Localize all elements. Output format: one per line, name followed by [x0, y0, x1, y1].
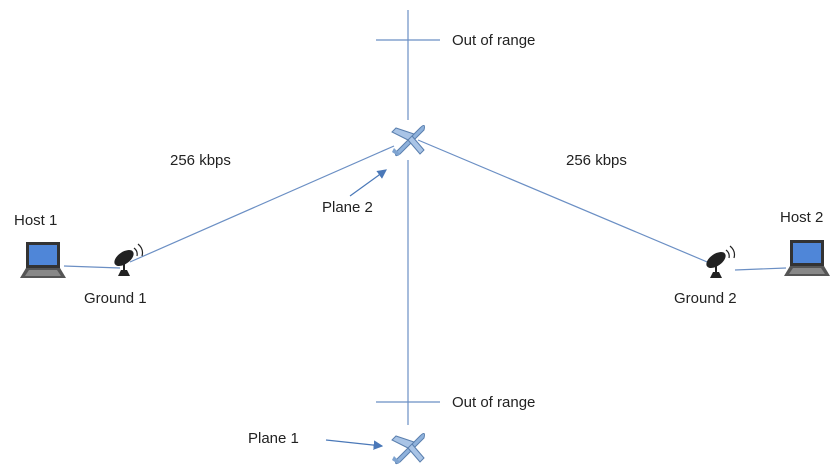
link — [734, 267, 787, 271]
pointer-arrow — [349, 169, 387, 197]
node-label: Host 1 — [14, 212, 57, 229]
pointer-arrow — [325, 439, 384, 450]
link — [63, 265, 121, 269]
dish-icon — [702, 245, 736, 279]
node-label: Host 2 — [780, 209, 823, 226]
node-label: Ground 2 — [674, 290, 737, 307]
dish-icon — [110, 243, 144, 277]
range-label: Out of range — [452, 32, 535, 49]
range-label: Out of range — [452, 394, 535, 411]
edge-label: 256 kbps — [566, 152, 627, 169]
edge-label: 256 kbps — [170, 152, 231, 169]
node-label: Ground 1 — [84, 290, 147, 307]
plane-icon — [391, 432, 425, 465]
laptop-icon — [20, 242, 66, 278]
node-label: Plane 2 — [322, 199, 373, 216]
node-label: Plane 1 — [248, 430, 299, 447]
laptop-icon — [784, 240, 830, 276]
link — [129, 145, 395, 263]
link — [417, 139, 713, 265]
